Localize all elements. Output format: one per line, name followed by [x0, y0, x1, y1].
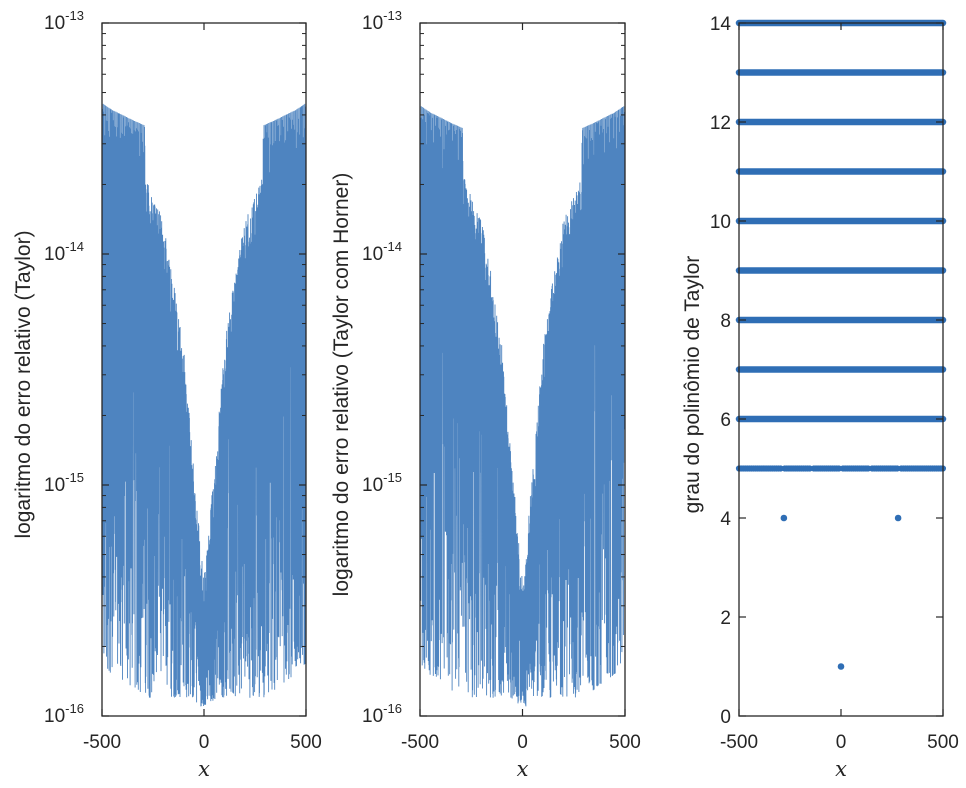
x-tick-label: 500: [927, 732, 959, 753]
y-tick-label: 10-13: [44, 8, 84, 34]
y-tick-label: 10-15: [362, 470, 402, 496]
x-tick-label: -500: [401, 732, 439, 753]
y-tick-label: 4: [720, 509, 731, 530]
y-tick-label: 2: [720, 608, 731, 629]
y-tick-label: 10-16: [44, 701, 84, 727]
x-tick-label: 500: [290, 732, 322, 753]
y-axis-label: logaritmo do erro relativo (Taylor): [12, 230, 35, 538]
data-point: [780, 514, 788, 522]
data-series: [101, 103, 307, 707]
x-axis-label: x: [835, 757, 847, 781]
y-tick-label: 10-15: [44, 470, 84, 496]
y-tick-label: 12: [710, 113, 731, 134]
y-tick-label: 10-14: [44, 239, 84, 265]
y-axis-label: grau do polinômio de Taylor: [681, 256, 704, 514]
series-line: [419, 105, 626, 707]
data-point: [837, 663, 845, 670]
data-series: [735, 19, 947, 670]
x-tick-label: -500: [83, 732, 121, 753]
y-tick-label: 8: [720, 311, 731, 332]
subplot-1: -500 0 500 10-16 10-15 10-14 10-13 x logaritmo d…: [12, 8, 322, 781]
y-tick-label: 0: [720, 707, 731, 728]
series-line: [101, 103, 307, 707]
x-tick-label: -500: [720, 732, 758, 753]
subplot-3: -500 0 500 0 2 4 6 8 10 12 14 x grau do polinômio de…: [681, 14, 959, 781]
x-tick-label: 0: [517, 732, 528, 753]
x-tick-label: 0: [199, 732, 210, 753]
x-tick-label: 0: [836, 732, 847, 753]
y-tick-label: 10-14: [362, 239, 402, 265]
y-tick-label: 14: [710, 14, 732, 35]
subplot-2: -500 0 500 10-16 10-15 10-14 10-13 x logaritmo d…: [330, 8, 641, 781]
x-axis-label: x: [517, 757, 529, 781]
y-tick-label: 10-13: [362, 8, 402, 34]
y-tick-label: 10: [710, 212, 731, 233]
y-tick-label: 10-16: [362, 701, 402, 727]
y-axis-label: logaritmo do erro relativo (Taylor com H…: [330, 173, 353, 597]
y-tick-label: 6: [720, 410, 731, 431]
x-axis-label: x: [198, 757, 210, 781]
x-tick-label: 500: [609, 732, 641, 753]
data-point: [894, 514, 902, 522]
degree-level-5: [735, 465, 947, 472]
data-series: [419, 105, 626, 707]
